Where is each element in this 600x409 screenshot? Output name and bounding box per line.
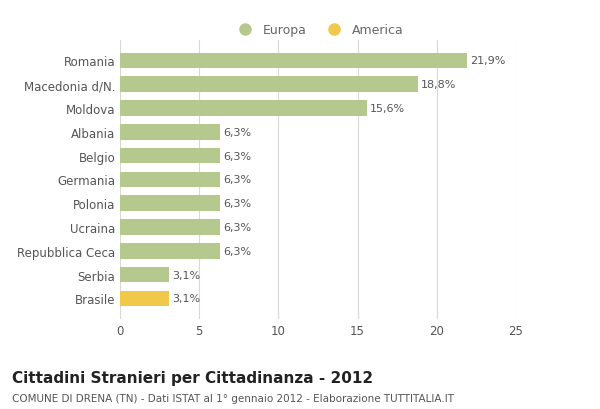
Text: 15,6%: 15,6% [370,104,406,114]
Bar [120,291,169,306]
Text: 6,3%: 6,3% [223,199,251,209]
Bar [120,125,220,140]
Text: 6,3%: 6,3% [223,246,251,256]
Bar [120,220,220,235]
Text: COMUNE DI DRENA (TN) - Dati ISTAT al 1° gennaio 2012 - Elaborazione TUTTITALIA.I: COMUNE DI DRENA (TN) - Dati ISTAT al 1° … [12,393,454,403]
Bar [120,148,220,164]
Bar [120,101,367,117]
Text: 6,3%: 6,3% [223,151,251,161]
Text: 6,3%: 6,3% [223,128,251,137]
Bar [120,172,220,188]
Text: Cittadini Stranieri per Cittadinanza - 2012: Cittadini Stranieri per Cittadinanza - 2… [12,370,373,385]
Legend: Europa, America: Europa, America [227,19,409,42]
Bar [120,77,418,93]
Text: 3,1%: 3,1% [172,270,200,280]
Bar [120,54,467,69]
Bar [120,267,169,283]
Text: 18,8%: 18,8% [421,80,457,90]
Text: 6,3%: 6,3% [223,222,251,232]
Text: 21,9%: 21,9% [470,56,505,66]
Bar [120,196,220,211]
Text: 6,3%: 6,3% [223,175,251,185]
Bar [120,243,220,259]
Text: 3,1%: 3,1% [172,294,200,303]
